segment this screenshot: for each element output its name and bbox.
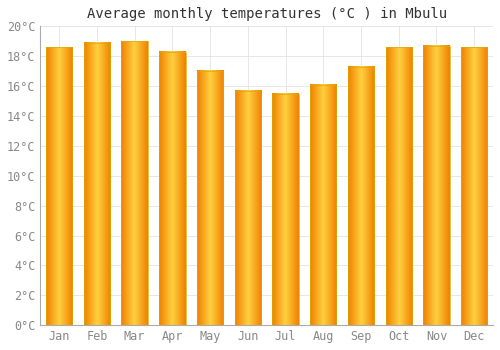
Bar xyxy=(348,66,374,325)
Bar xyxy=(234,91,261,325)
Bar xyxy=(122,41,148,325)
Title: Average monthly temperatures (°C ) in Mbulu: Average monthly temperatures (°C ) in Mb… xyxy=(86,7,446,21)
Bar xyxy=(84,43,110,325)
Bar xyxy=(159,52,186,325)
Bar xyxy=(386,47,412,325)
Bar xyxy=(461,47,487,325)
Bar xyxy=(272,93,299,325)
Bar xyxy=(197,71,224,325)
Bar xyxy=(46,47,72,325)
Bar xyxy=(310,85,336,325)
Bar xyxy=(424,46,450,325)
